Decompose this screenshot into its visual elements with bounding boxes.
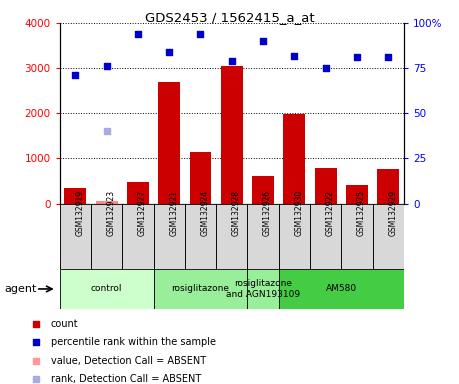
Point xyxy=(134,31,141,37)
Point xyxy=(259,38,267,44)
Point xyxy=(72,72,79,78)
Text: control: control xyxy=(91,285,123,293)
Text: GSM132929: GSM132929 xyxy=(388,190,397,237)
Point xyxy=(197,31,204,37)
Bar xyxy=(60,204,91,269)
Bar xyxy=(279,269,404,309)
Text: GSM132928: GSM132928 xyxy=(232,190,241,236)
Bar xyxy=(122,204,154,269)
Point xyxy=(322,65,330,71)
Text: GSM132924: GSM132924 xyxy=(201,190,209,237)
Bar xyxy=(310,204,341,269)
Bar xyxy=(315,168,336,204)
Text: GSM132926: GSM132926 xyxy=(263,190,272,237)
Bar xyxy=(95,201,118,204)
Point xyxy=(32,321,39,327)
Bar xyxy=(252,175,274,204)
Text: rosiglitazone: rosiglitazone xyxy=(172,285,230,293)
Bar xyxy=(221,66,243,204)
Text: GSM132930: GSM132930 xyxy=(294,190,303,237)
Text: GSM132922: GSM132922 xyxy=(326,190,335,236)
Bar xyxy=(346,185,368,204)
Text: GSM132919: GSM132919 xyxy=(75,190,84,237)
Text: value, Detection Call = ABSENT: value, Detection Call = ABSENT xyxy=(50,356,206,366)
Text: count: count xyxy=(50,319,78,329)
Bar xyxy=(185,204,216,269)
Bar xyxy=(127,182,149,204)
Point xyxy=(385,54,392,60)
Text: agent: agent xyxy=(5,284,37,294)
Text: GDS2453 / 1562415_a_at: GDS2453 / 1562415_a_at xyxy=(145,12,314,25)
Point xyxy=(103,63,110,70)
Bar xyxy=(64,188,86,204)
Text: rank, Detection Call = ABSENT: rank, Detection Call = ABSENT xyxy=(50,374,201,384)
Point xyxy=(291,53,298,59)
Point xyxy=(228,58,235,64)
Point xyxy=(32,376,39,382)
Text: AM580: AM580 xyxy=(326,285,357,293)
Text: GSM132923: GSM132923 xyxy=(106,190,116,237)
Text: percentile rank within the sample: percentile rank within the sample xyxy=(50,338,216,348)
Bar xyxy=(91,204,122,269)
Text: rosiglitazone
and AGN193109: rosiglitazone and AGN193109 xyxy=(226,279,300,299)
Point xyxy=(32,339,39,346)
Bar xyxy=(279,204,310,269)
Bar xyxy=(158,82,180,204)
Point xyxy=(32,358,39,364)
Bar xyxy=(377,169,399,204)
Bar xyxy=(341,204,373,269)
Bar xyxy=(284,114,305,204)
Text: GSM132921: GSM132921 xyxy=(169,190,178,236)
Point xyxy=(353,54,361,60)
Bar xyxy=(60,269,154,309)
Point xyxy=(166,49,173,55)
Bar xyxy=(154,269,247,309)
Bar xyxy=(190,152,212,204)
Text: GSM132927: GSM132927 xyxy=(138,190,147,237)
Bar xyxy=(247,204,279,269)
Bar xyxy=(216,204,247,269)
Bar xyxy=(247,269,279,309)
Text: GSM132925: GSM132925 xyxy=(357,190,366,237)
Bar xyxy=(373,204,404,269)
Point xyxy=(103,128,110,134)
Bar xyxy=(154,204,185,269)
